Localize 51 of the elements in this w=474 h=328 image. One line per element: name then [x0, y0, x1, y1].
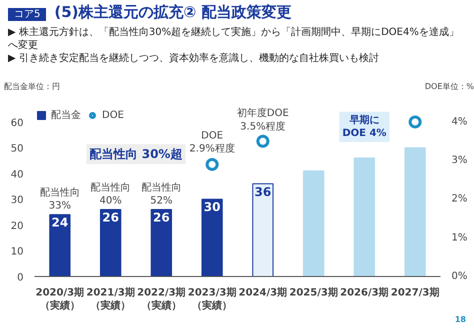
- bar: [252, 183, 274, 276]
- y2-tick-label: 4%: [452, 116, 468, 128]
- point: [206, 158, 219, 171]
- y2-tick-label: 2%: [452, 194, 468, 205]
- y2-axis-title: DOE単位：%: [424, 82, 474, 91]
- legend-label: 配当金: [51, 108, 81, 122]
- bar: [100, 209, 122, 276]
- bar: [49, 214, 71, 276]
- x-tick-label: 2023/3期（実績）: [188, 286, 236, 312]
- point: [256, 134, 270, 148]
- y-tick-label: 30: [10, 195, 24, 206]
- data-label: 30: [204, 200, 220, 214]
- text: コア5: [8, 8, 46, 21]
- data-label: 36: [254, 184, 272, 199]
- y2-tick-label: 1%: [452, 232, 468, 244]
- point: [408, 115, 422, 128]
- annotation: 配当性向 30%超: [90, 147, 182, 162]
- x-tick-label: 2022/3期（実績）: [137, 286, 186, 312]
- annotation: 早期に DOE 4%: [342, 114, 386, 139]
- y-tick-label: 0: [17, 272, 24, 284]
- y-axis-title: 配当金単位：円: [4, 82, 60, 91]
- text: 18: [454, 314, 466, 326]
- data-label: 26: [153, 210, 170, 225]
- y-tick-label: 50: [10, 144, 24, 155]
- bar: [404, 147, 426, 276]
- annotation: 配当性向 52%: [141, 181, 182, 207]
- bar: [150, 209, 172, 276]
- legend-label: DOE: [102, 110, 124, 120]
- annotation: 配当性向 40%: [90, 181, 131, 207]
- bar: [201, 198, 223, 276]
- x-tick-label: 2020/3期（実績）: [36, 286, 84, 312]
- bar: [354, 158, 376, 276]
- y-tick-label: 40: [10, 169, 24, 180]
- y-tick-label: 60: [10, 118, 24, 129]
- y2-tick-label: 3%: [452, 155, 468, 166]
- y2-tick-label: 0%: [452, 271, 468, 282]
- x-tick-label: 2021/3期（実績）: [86, 286, 135, 312]
- x-tick-label: 2027/3期: [390, 286, 440, 298]
- data-label: 24: [52, 216, 68, 230]
- bar: [302, 170, 324, 276]
- chart-subtitle: ▶ 株主還元方針は、「配当性向30%超を継続して実施」から「計画期間中、早期にDOE4%を達成」へ変更 ▶ 引き続き安定配当を継続しつつ、資本効率を意識し、機動的な自社株買いも検討: [8, 26, 460, 65]
- annotation: DOE 2.9%程度: [189, 130, 235, 154]
- x-tick-label: 2024/3期: [238, 286, 288, 298]
- y-tick-label: 20: [10, 220, 24, 232]
- x-tick-label: 2026/3期: [340, 286, 389, 298]
- annotation: 初年度DOE 3.5%程度: [236, 107, 289, 132]
- annotation: 配当性向 33%: [40, 186, 80, 212]
- x-tick-label: 2025/3期: [289, 286, 338, 298]
- data-label: 26: [102, 210, 119, 225]
- chart-title: (5)株主還元の拡充② 配当政策変更: [54, 3, 292, 21]
- y-tick-label: 10: [10, 246, 24, 258]
